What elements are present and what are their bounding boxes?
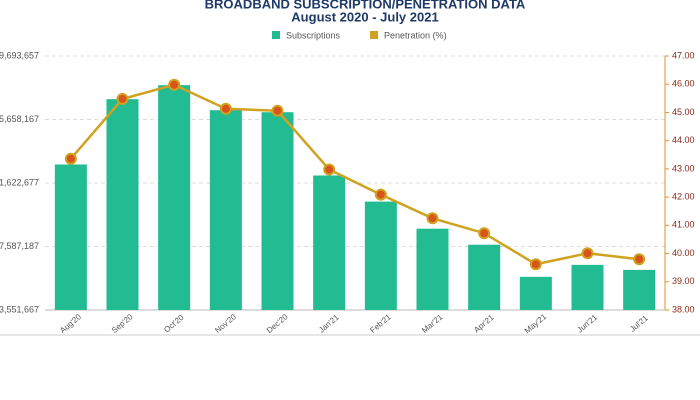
y2-tick-label: 46.00 (672, 79, 695, 89)
point (116, 92, 129, 105)
x-tick-label: Aug'20 (58, 312, 83, 335)
y-tick-label: 73,551,667 (0, 304, 39, 314)
y2-tick-label: 42.00 (672, 191, 695, 201)
y2-tick-label: 45.00 (672, 107, 695, 117)
x-tick-label: Jun'21 (575, 312, 599, 334)
bar (313, 175, 346, 310)
y2-tick-label: 41.00 (672, 220, 695, 230)
x-tick-label: Oct'20 (162, 313, 186, 335)
x-tick-label: Mar'21 (420, 312, 445, 335)
y-tick-label: 89,693,657 (0, 50, 39, 60)
x-tick-label: Jul'21 (628, 313, 650, 334)
legend-swatch (370, 31, 379, 39)
bar (416, 228, 449, 310)
point (633, 253, 646, 266)
bar (623, 269, 656, 310)
y2-tick-label: 38.00 (672, 304, 695, 314)
point (64, 152, 77, 165)
point (426, 212, 439, 225)
chart-subtitle: August 2020 - July 2021 (291, 9, 438, 24)
bar (54, 164, 87, 310)
bar (106, 99, 139, 310)
point (529, 258, 542, 271)
point (323, 163, 336, 176)
bar (261, 112, 294, 310)
y-tick-label: 77,587,187 (0, 241, 39, 251)
line (69, 83, 640, 266)
y2-tick-label: 44.00 (672, 135, 695, 145)
x-tick-label: Nov'20 (213, 312, 238, 335)
x-tick-label: May'21 (523, 312, 549, 336)
point (581, 247, 594, 260)
x-tick-label: Jan'21 (317, 312, 341, 334)
y2-tick-label: 39.00 (672, 276, 695, 286)
x-tick-label: Apr'21 (472, 313, 496, 335)
bar (519, 276, 552, 310)
x-tick-label: Sep'20 (110, 312, 135, 335)
y2-tick-label: 47.00 (672, 50, 695, 60)
y2-tick-label: 43.00 (672, 163, 695, 173)
point (374, 188, 387, 201)
legend-swatch (272, 31, 280, 39)
bar (209, 110, 242, 310)
point (271, 104, 284, 117)
bar (468, 244, 501, 310)
legend-label: Subscriptions (286, 30, 341, 40)
y-tick-label: 81,622,677 (0, 177, 39, 187)
x-tick-label: Feb'21 (368, 312, 393, 335)
y-tick-label: 85,658,167 (0, 114, 39, 124)
y2-tick-label: 40.00 (672, 248, 695, 258)
chart-title: BROADBAND SUBSCRIPTION/PENETRATION DATA (205, 0, 526, 11)
x-tick-label: Dec'20 (265, 312, 290, 335)
legend-label: Penetration (%) (384, 30, 447, 40)
bar (571, 264, 604, 310)
point (168, 78, 181, 91)
point (478, 227, 491, 240)
bar (158, 85, 191, 310)
bar (364, 201, 397, 310)
point (219, 102, 232, 115)
